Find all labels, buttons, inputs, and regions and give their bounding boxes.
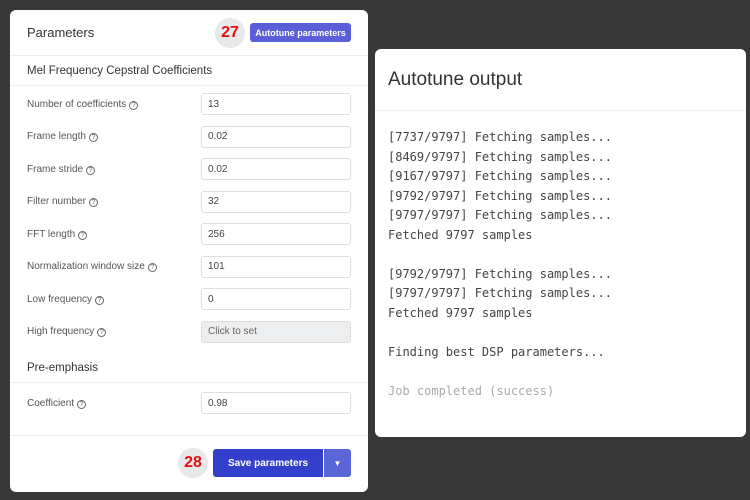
save-options-dropdown[interactable]: ▼ bbox=[324, 449, 351, 477]
log-line: Finding best DSP parameters... bbox=[388, 344, 605, 359]
field-input[interactable]: 13 bbox=[201, 93, 351, 116]
field-label: High frequency bbox=[27, 326, 95, 338]
field-input[interactable]: 0.02 bbox=[201, 125, 351, 148]
field-input[interactable]: 0 bbox=[201, 288, 351, 311]
help-icon[interactable]: ? bbox=[78, 230, 88, 240]
help-icon[interactable]: ? bbox=[88, 198, 98, 208]
preemphasis-section-title: Pre-emphasis bbox=[10, 353, 368, 383]
field-row-coefficient: Coefficient? 0.98 bbox=[10, 387, 368, 420]
field-row: Low frequency? 0 bbox=[10, 283, 368, 316]
log-line bbox=[388, 323, 733, 343]
parameters-header: Parameters 27 Autotune parameters bbox=[10, 10, 368, 56]
field-row: Normalization window size? 101 bbox=[10, 251, 368, 284]
step-badge-28: 28 bbox=[178, 448, 208, 478]
field-label: Frame stride bbox=[27, 163, 84, 175]
footer: 28 Save parameters ▼ bbox=[10, 435, 368, 492]
log-line: [7737/9797] Fetching samples... bbox=[388, 130, 612, 144]
step-badge-27: 27 bbox=[215, 18, 245, 48]
field-input[interactable]: 101 bbox=[201, 255, 351, 278]
field-row: Frame length? 0.02 bbox=[10, 121, 368, 154]
log-line: [9792/9797] Fetching samples... bbox=[388, 266, 612, 281]
coefficient-input[interactable]: 0.98 bbox=[201, 392, 351, 415]
log-line: [9797/9797] Fetching samples... bbox=[388, 286, 612, 300]
field-row: High frequency? Click to set bbox=[10, 316, 368, 349]
autotune-parameters-button[interactable]: Autotune parameters bbox=[250, 23, 351, 42]
help-icon[interactable]: ? bbox=[95, 295, 105, 305]
save-parameters-button[interactable]: Save parameters bbox=[213, 449, 323, 477]
parameters-title: Parameters bbox=[27, 25, 95, 40]
log-line: [9797/9797] Fetching samples... bbox=[388, 208, 612, 222]
log-line: Fetched 9797 samples bbox=[388, 227, 533, 242]
field-row: Filter number? 32 bbox=[10, 186, 368, 219]
autotune-output-panel: Autotune output [7737/9797] Fetching sam… bbox=[375, 49, 746, 437]
mfcc-section-title: Mel Frequency Cepstral Coefficients bbox=[10, 56, 368, 86]
log-line: [8469/9797] Fetching samples... bbox=[388, 149, 612, 164]
field-row: FFT length? 256 bbox=[10, 218, 368, 251]
help-icon[interactable]: ? bbox=[129, 100, 139, 110]
help-icon[interactable]: ? bbox=[77, 399, 87, 409]
field-label: FFT length bbox=[27, 228, 76, 240]
job-status: Job completed (success) bbox=[388, 383, 555, 398]
parameters-panel: Parameters 27 Autotune parameters Mel Fr… bbox=[10, 10, 368, 492]
field-label: Number of coefficients bbox=[27, 98, 127, 110]
field-input[interactable]: Click to set bbox=[201, 320, 351, 343]
help-icon[interactable]: ? bbox=[147, 263, 157, 273]
field-input[interactable]: 0.02 bbox=[201, 158, 351, 181]
output-log: [7737/9797] Fetching samples... [8469/979… bbox=[375, 111, 746, 401]
field-label: Filter number bbox=[27, 196, 86, 208]
log-line: Fetched 9797 samples bbox=[388, 305, 533, 320]
field-label: Low frequency bbox=[27, 293, 93, 305]
field-input[interactable]: 32 bbox=[201, 190, 351, 213]
chevron-down-icon: ▼ bbox=[333, 458, 342, 468]
log-line bbox=[388, 362, 733, 382]
field-input[interactable]: 256 bbox=[201, 223, 351, 246]
help-icon[interactable]: ? bbox=[86, 165, 96, 175]
log-line: [9167/9797] Fetching samples... bbox=[388, 169, 612, 183]
field-label: Normalization window size bbox=[27, 261, 145, 273]
field-row: Frame stride? 0.02 bbox=[10, 153, 368, 186]
help-icon[interactable]: ? bbox=[97, 328, 107, 338]
field-row: Number of coefficients? 13 bbox=[10, 88, 368, 121]
help-icon[interactable]: ? bbox=[88, 133, 98, 143]
log-line bbox=[388, 245, 733, 265]
output-title: Autotune output bbox=[375, 49, 746, 111]
field-label: Frame length bbox=[27, 131, 86, 143]
field-label: Coefficient bbox=[27, 397, 75, 409]
log-line: [9792/9797] Fetching samples... bbox=[388, 188, 612, 203]
